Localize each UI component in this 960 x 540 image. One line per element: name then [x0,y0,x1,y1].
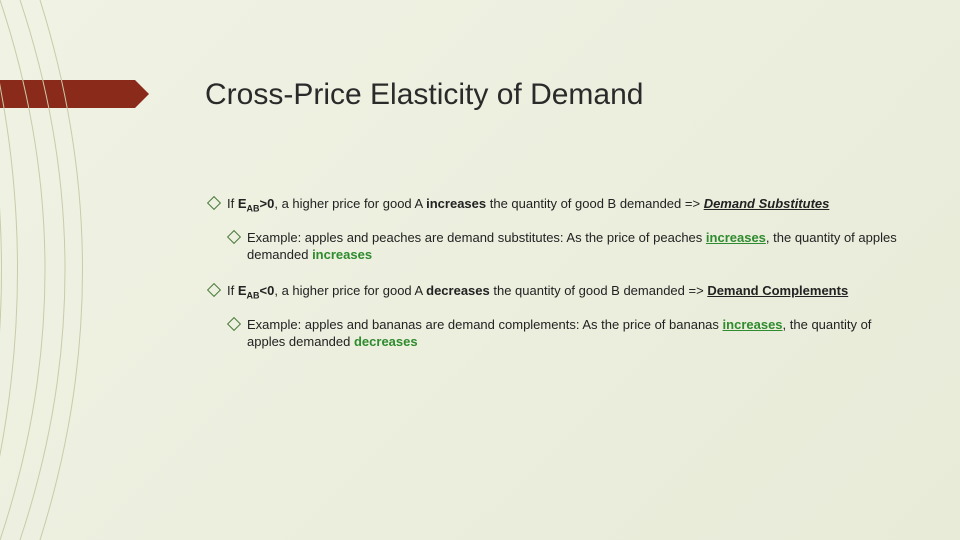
bullet-level-2: Example: apples and peaches are demand s… [205,229,905,264]
slide-body: If EAB>0, a higher price for good A incr… [205,195,905,369]
accent-bar [0,80,135,108]
bullet-level-2: Example: apples and bananas are demand c… [205,316,905,351]
slide-title: Cross-Price Elasticity of Demand [205,78,643,112]
bullet-level-1: If EAB>0, a higher price for good A incr… [205,195,905,215]
bullet-level-1: If EAB<0, a higher price for good A decr… [205,282,905,302]
